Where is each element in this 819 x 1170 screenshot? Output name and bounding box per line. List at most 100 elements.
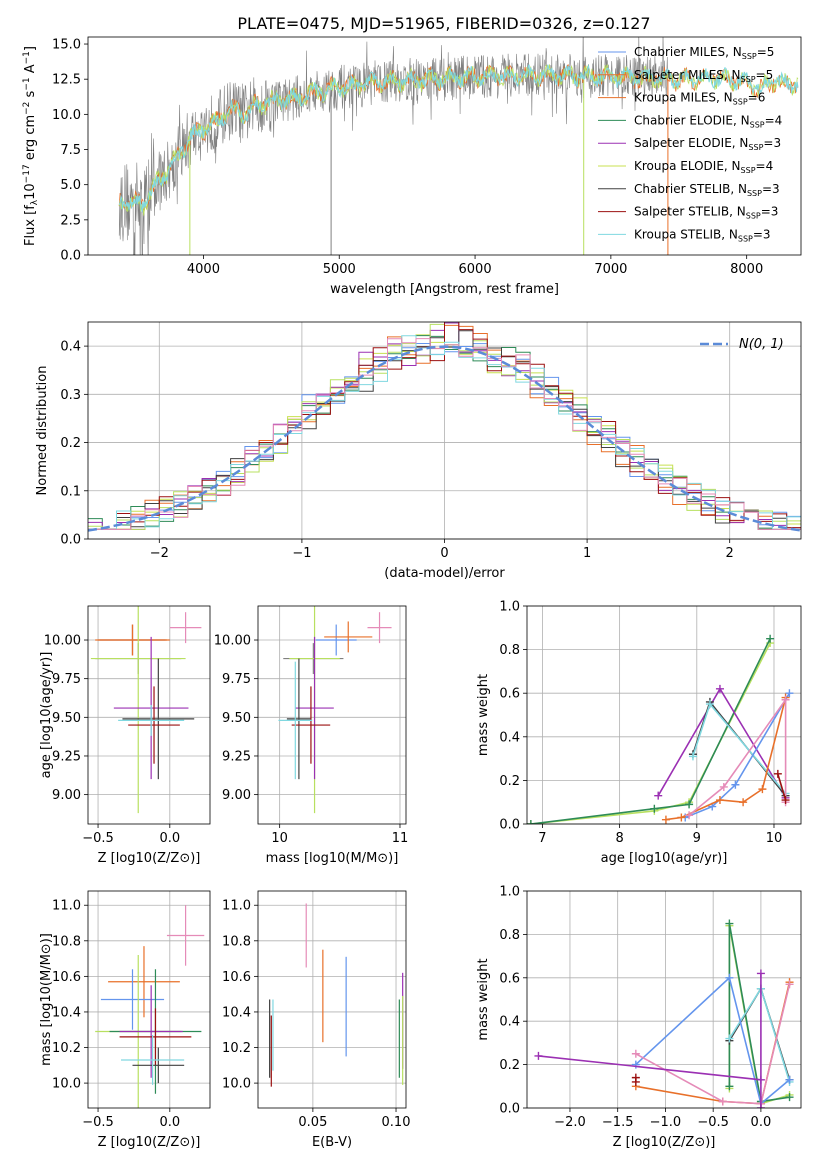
age-vs-mass-xlabel: mass [log10(M/M⊙)] <box>266 851 399 866</box>
spectrum-ytick-label: 2.5 <box>60 213 81 228</box>
legend-label: Salpeter ELODIE, NSSP=3 <box>634 136 781 152</box>
data-point-marker <box>756 969 765 978</box>
legend-label: Salpeter MILES, NSSP=5 <box>634 68 773 84</box>
mass-weight-vs-Z-xlabel: Z [log10(Z/Z⊙)] <box>613 1135 716 1150</box>
mass-weight-vs-Z-ytick-label: 0.0 <box>499 1102 520 1117</box>
data-point-marker <box>715 796 724 805</box>
residuals-xtick-label: 2 <box>726 546 734 561</box>
residuals-ytick-label: 0.3 <box>60 388 81 403</box>
mass-weight-vs-age-ytick-label: 0.2 <box>499 774 520 789</box>
normal-legend-label: N(0, 1) <box>739 337 784 352</box>
data-point-marker <box>781 695 790 704</box>
age-vs-Z-errorbars <box>90 606 202 814</box>
data-point-marker <box>654 791 663 800</box>
data-point-marker <box>650 804 659 813</box>
data-point-marker <box>773 769 782 778</box>
spectrum-axes: 4000 5000 6000 7000 8000 0.0 2.5 5.0 7.5 10.0 12.5… <box>22 36 802 297</box>
mass-weight-series <box>728 986 791 1081</box>
age-vs-Z-ylabel: age [log10(age/yr)] <box>39 652 54 779</box>
data-point-marker <box>785 689 794 698</box>
residuals-ytick-label: 0.4 <box>60 340 81 355</box>
mass-weight-series <box>684 692 791 819</box>
histogram-series <box>88 343 801 530</box>
mass-weight-series <box>777 773 787 801</box>
age-vs-mass-ytick-label: 9.75 <box>222 672 251 687</box>
age-vs-Z-ytick-label: 9.25 <box>52 749 81 764</box>
mass-weight-vs-age-xtick-label: 10 <box>766 831 783 846</box>
age-vs-Z-ytick-label: 9.75 <box>52 672 81 687</box>
data-point-marker <box>725 919 734 928</box>
normal-curve <box>88 345 801 532</box>
legend-label: Chabrier STELIB, NSSP=3 <box>634 182 780 198</box>
mass-vs-EBV-ytick-label: 10.6 <box>222 970 251 985</box>
mass-weight-vs-Z-xtick-label: −1.5 <box>602 1115 634 1130</box>
mass-weight-vs-age-ytick-label: 1.0 <box>499 600 520 615</box>
mass-weight-vs-age-xtick-label: 7 <box>538 831 546 846</box>
spectrum-ytick-label: 12.5 <box>52 73 81 88</box>
mass-weight-series <box>728 986 791 1083</box>
spectrum-xtick-label: 8000 <box>730 262 763 277</box>
spectrum-ytick-label: 10.0 <box>52 108 81 123</box>
spectrum-legend: Chabrier MILES, NSSP=5 Salpeter MILES, NS… <box>598 45 782 243</box>
mass-vs-Z-ytick-label: 10.0 <box>52 1077 81 1092</box>
residuals-ytick-label: 0.0 <box>60 533 81 548</box>
mass-vs-Z-frame <box>87 890 211 1109</box>
legend-label: Kroupa ELODIE, NSSP=4 <box>634 159 773 175</box>
mass-weight-vs-Z-frame <box>526 890 802 1109</box>
legend-label: Chabrier ELODIE, NSSP=4 <box>634 113 782 129</box>
mass-weight-vs-Z-xtick-label: −2.0 <box>554 1115 586 1130</box>
data-point-marker <box>781 796 790 805</box>
mass-vs-Z-xlabel: Z [log10(Z/Z⊙)] <box>98 1135 201 1150</box>
mass-weight-vs-age-ytick-label: 0.0 <box>499 818 520 833</box>
mass-vs-Z-ytick-label: 10.6 <box>52 970 81 985</box>
mass-vs-Z-xtick-label: −0.5 <box>82 1115 114 1130</box>
data-point-marker <box>739 798 748 807</box>
legend-label: Kroupa STELIB, NSSP=3 <box>634 227 771 243</box>
data-point-marker <box>631 1060 640 1069</box>
residuals-xtick-label: 1 <box>583 546 591 561</box>
mass-weight-vs-Z-xtick-label: −0.5 <box>697 1115 729 1130</box>
residuals-xtick-label: 0 <box>440 546 448 561</box>
age-vs-Z-ytick-label: 9.00 <box>52 788 81 803</box>
age-vs-Z-xtick-label: −0.5 <box>82 831 114 846</box>
data-point-marker <box>785 1075 794 1084</box>
spectrum-xtick-label: 5000 <box>323 262 356 277</box>
mass-vs-Z-ytick-label: 10.8 <box>52 934 81 949</box>
observed-spectrum <box>118 37 669 255</box>
age-vs-mass-frame <box>257 605 407 825</box>
model-spectrum <box>118 64 799 214</box>
residuals-ytick-label: 0.1 <box>60 484 81 499</box>
spectrum-ylabel: Flux [fλ10−17 erg cm−2 s−1 A−1] <box>22 46 40 246</box>
data-point-marker <box>705 700 714 709</box>
data-point-marker <box>631 1077 640 1086</box>
mass-weight-vs-age-ytick-label: 0.6 <box>499 687 520 702</box>
mass-weight-series <box>538 973 762 1108</box>
mass-weight-vs-age-xlabel: age [log10(age/yr)] <box>601 851 728 866</box>
mass-weight-series <box>530 638 771 824</box>
data-point-marker <box>725 1034 734 1043</box>
mass-weight-vs-Z-axes: −2.0 −1.5 −1.0 −0.5 0.0 0.0 0.2 0.4 0.6 0.8 1.0 Z [… <box>476 885 802 1150</box>
residuals-ylabel: Normed distribution <box>35 366 50 496</box>
mass-vs-EBV-ytick-label: 10.2 <box>222 1041 251 1056</box>
age-vs-mass-errorbars <box>278 606 392 814</box>
mass-vs-EBV-xtick-label: 0.10 <box>382 1115 411 1130</box>
residuals-frame <box>87 321 802 540</box>
mass-vs-EBV-errorbars <box>269 903 404 1087</box>
age-vs-Z-axes: −0.5 0.0 9.00 9.25 9.50 9.75 10.00 Z [log10(Z/Z… <box>39 605 211 866</box>
data-point-marker <box>688 752 697 761</box>
mass-weight-vs-Z-xtick-label: 0.0 <box>751 1115 772 1130</box>
spectrum-xlabel: wavelength [Angstrom, rest frame] <box>330 282 559 297</box>
mass-vs-EBV-xtick-label: 0.05 <box>298 1115 327 1130</box>
mass-weight-vs-Z-ytick-label: 0.2 <box>499 1058 520 1073</box>
mass-vs-Z-ytick-label: 10.4 <box>52 1005 81 1020</box>
data-point-marker <box>685 811 694 820</box>
mass-weight-vs-age-xtick-label: 9 <box>693 831 701 846</box>
spectrum-xtick-label: 6000 <box>459 262 492 277</box>
mass-weight-vs-Z-ytick-label: 0.4 <box>499 1015 520 1030</box>
data-point-marker <box>685 800 694 809</box>
age-vs-mass-xtick-label: 10 <box>271 831 288 846</box>
mass-vs-EBV-ytick-label: 10.8 <box>222 934 251 949</box>
age-vs-mass-axes: 10 11 9.00 9.25 9.50 9.75 10.00 mass [log10(M/M… <box>214 605 408 866</box>
mass-vs-Z-ytick-label: 10.2 <box>52 1041 81 1056</box>
spectrum-xtick-label: 7000 <box>594 262 627 277</box>
